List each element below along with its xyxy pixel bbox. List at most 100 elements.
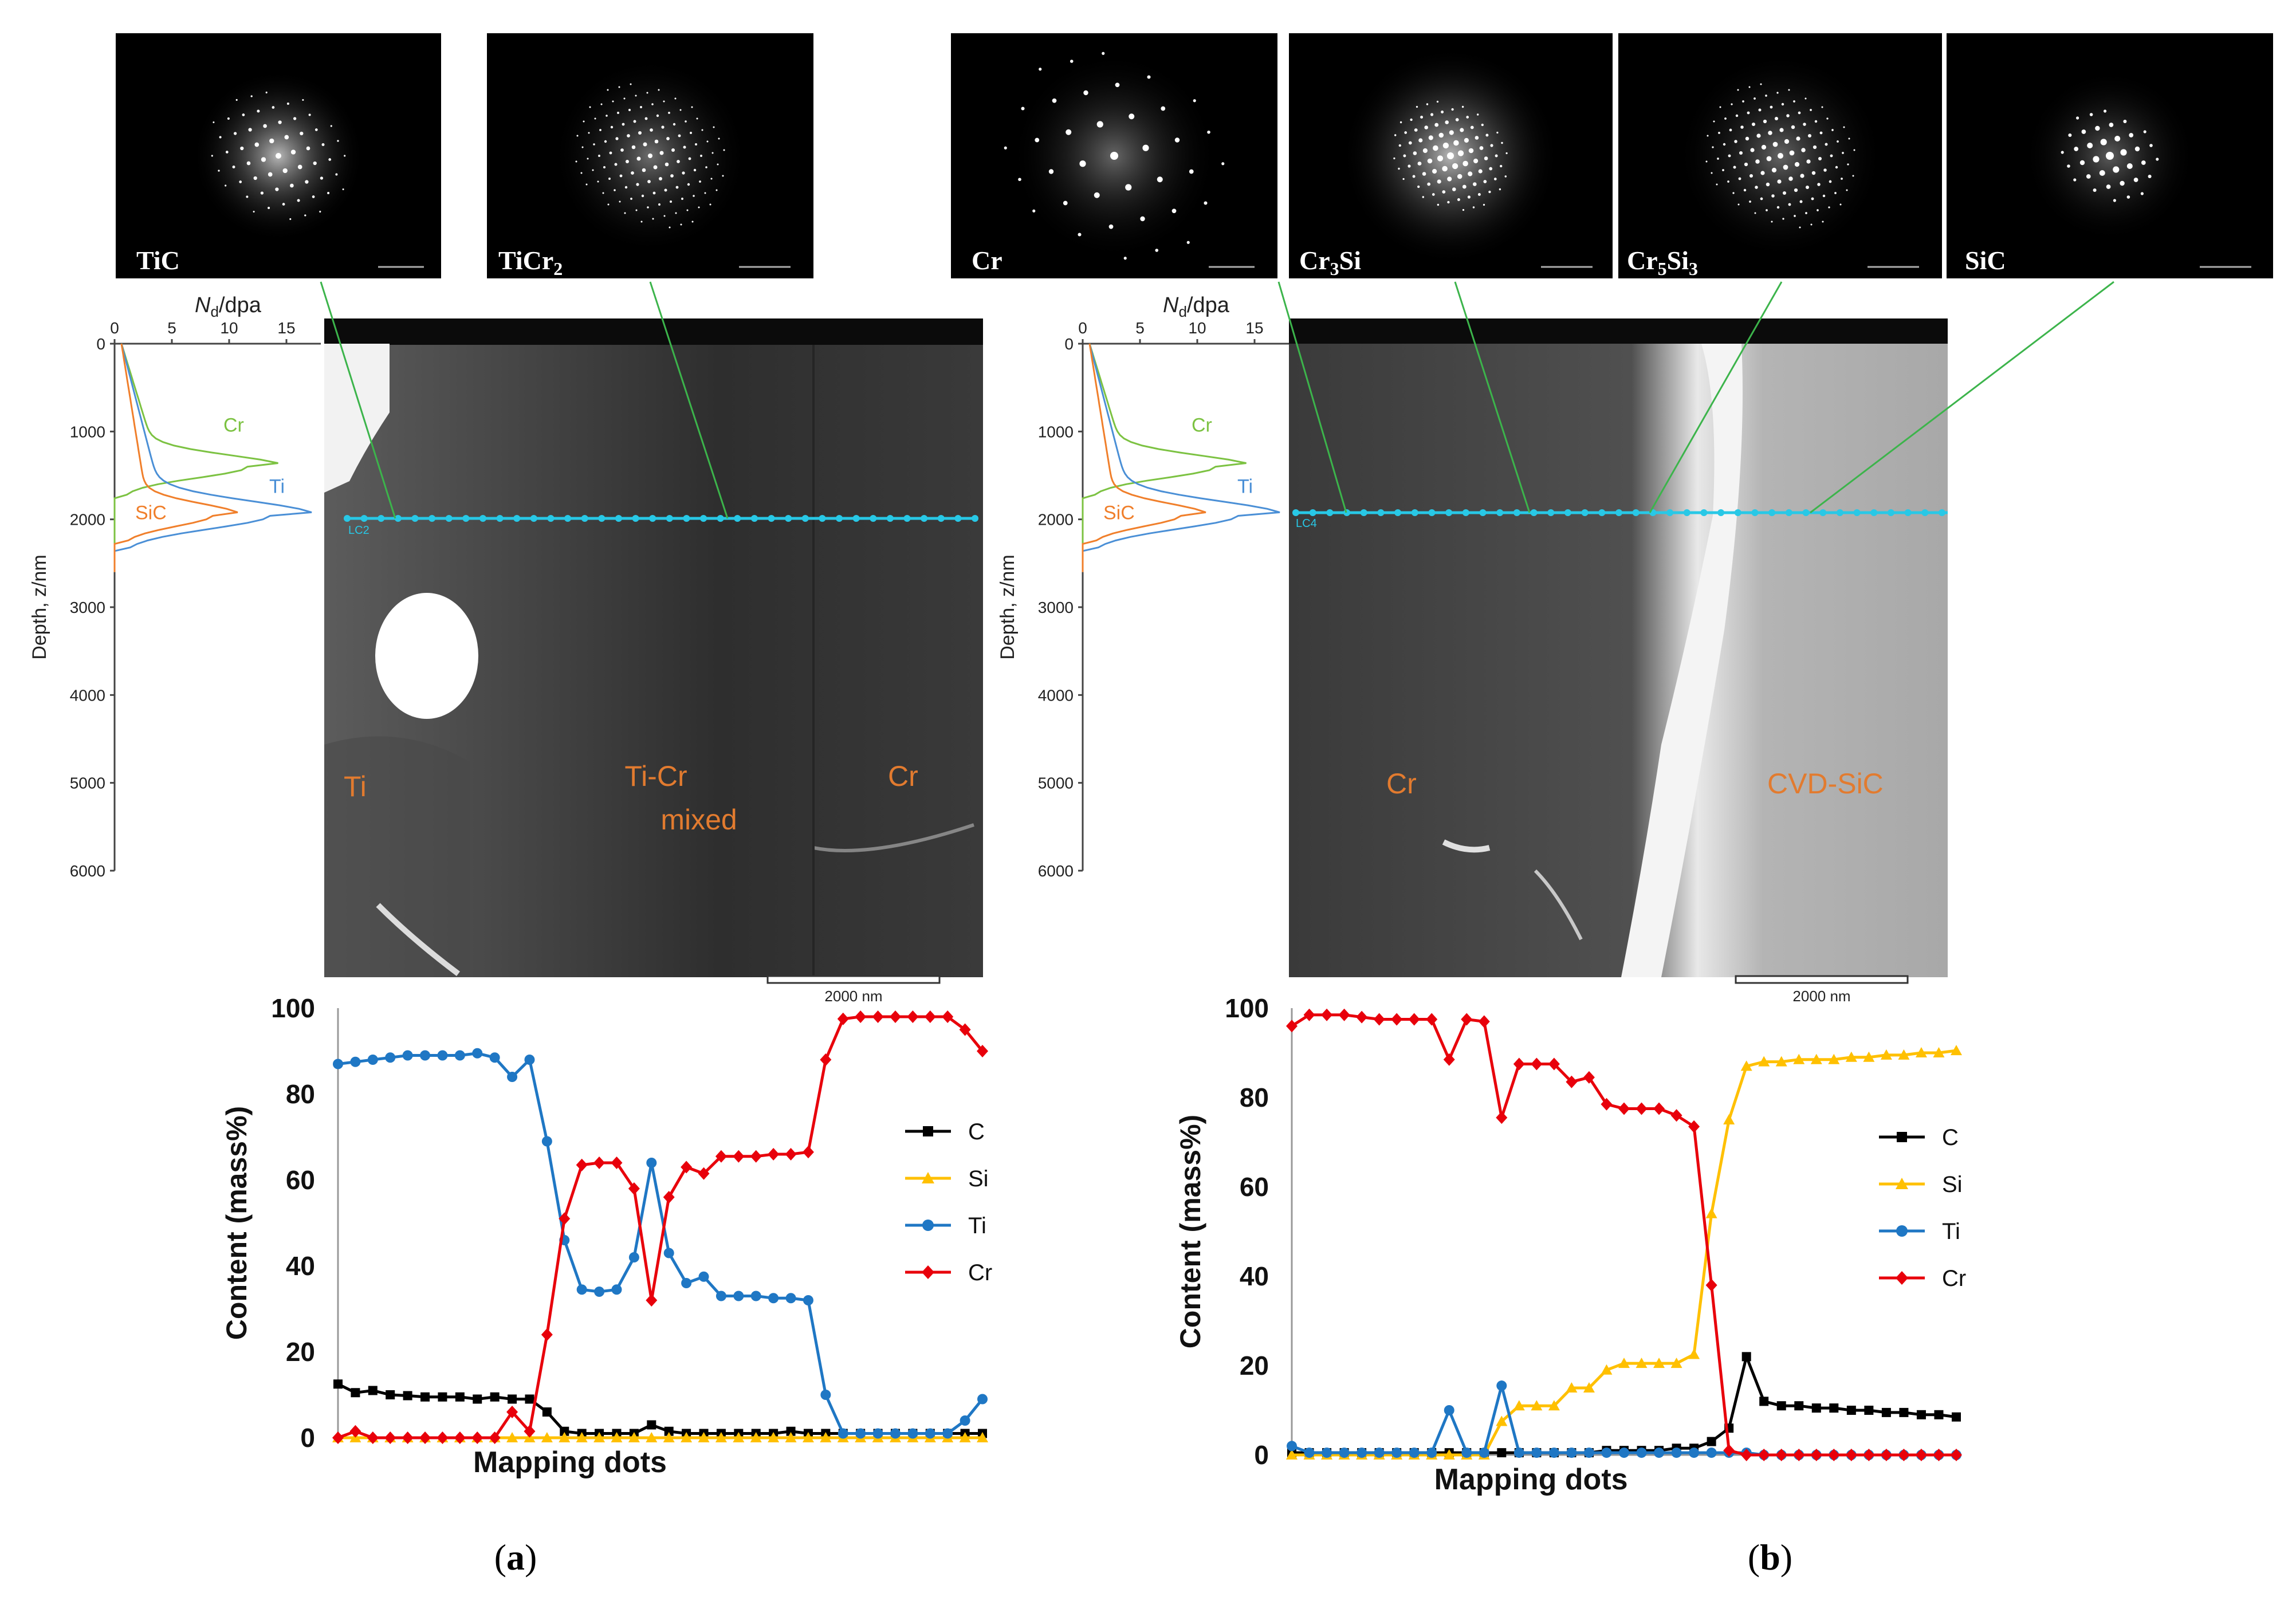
diffraction-spot	[612, 100, 614, 103]
diffraction-spot	[2140, 192, 2144, 195]
data-point	[924, 1010, 936, 1023]
pattern-label: SiC	[1965, 246, 2006, 275]
data-point	[419, 1431, 431, 1444]
diffraction-spot	[650, 128, 653, 132]
data-point	[733, 1150, 745, 1163]
diffraction-spot	[1403, 154, 1406, 158]
diffraction-spot	[1754, 97, 1756, 100]
diffraction-spot	[1796, 136, 1800, 141]
diffraction-spot	[722, 175, 724, 177]
scan-point	[717, 515, 724, 522]
diffraction-spot	[1468, 171, 1473, 176]
chart-y-label: Content (mass%)	[1174, 1115, 1206, 1348]
diffraction-spot	[1811, 171, 1816, 175]
data-point	[785, 1148, 797, 1161]
diffraction-spot	[1783, 164, 1788, 170]
diffraction-spot	[290, 183, 294, 188]
diffraction-spot	[592, 169, 594, 171]
diffraction-spot	[1777, 179, 1782, 184]
diffraction-spot	[1442, 142, 1449, 149]
diffraction-spot	[1070, 60, 1074, 63]
scale-bar-b: 2000 nm	[1735, 975, 1909, 1005]
data-point	[942, 1428, 953, 1439]
diffraction-pattern-cr3si: Cr3Si	[1289, 33, 1613, 279]
diffraction-spot	[701, 129, 703, 131]
diffraction-spot	[658, 89, 660, 91]
scan-point	[1734, 509, 1741, 516]
data-point	[785, 1293, 796, 1304]
diffraction-spot	[631, 171, 634, 175]
diffraction-spot	[693, 168, 697, 172]
diffraction-spot	[1447, 200, 1450, 204]
diffraction-spot	[1453, 140, 1459, 146]
diffraction-spot	[648, 154, 652, 158]
data-point	[628, 1432, 640, 1442]
diffraction-spot	[2141, 160, 2146, 165]
scan-point	[972, 515, 978, 522]
data-point	[750, 1432, 762, 1442]
diffraction-spot	[623, 97, 626, 100]
data-point	[872, 1428, 883, 1439]
data-point	[1915, 1449, 1927, 1461]
diffraction-spot	[1039, 68, 1042, 71]
scan-point	[1802, 509, 1810, 516]
scan-point	[1360, 509, 1367, 516]
diffraction-spot	[652, 218, 654, 220]
diffraction-spot	[1427, 158, 1433, 164]
data-point	[1793, 1053, 1805, 1064]
diffraction-spot	[2156, 158, 2159, 161]
diffraction-spot	[1078, 233, 1082, 237]
diffraction-spot	[604, 140, 607, 143]
tem-micrograph-b: LC4 Cr CVD-SiC	[1289, 318, 1948, 977]
diffraction-spot	[1437, 179, 1441, 184]
scan-point	[1683, 509, 1690, 516]
diffraction-spot	[276, 153, 281, 159]
region-label-ti-cr: Ti-Cr	[624, 760, 687, 792]
data-point	[1775, 1449, 1787, 1461]
diffraction-spot	[1811, 197, 1814, 200]
scan-point	[1581, 509, 1589, 516]
profile-x-tick: 15	[1245, 319, 1263, 337]
diffraction-spot	[635, 209, 638, 211]
scan-point	[1887, 509, 1894, 516]
data-point	[1373, 1013, 1385, 1026]
profile-y-tick: 3000	[70, 599, 105, 616]
data-point	[1548, 1400, 1560, 1411]
legend-label: Ti	[1942, 1219, 1960, 1244]
diffraction-spot	[1437, 203, 1440, 206]
data-point	[1898, 1049, 1910, 1060]
diffraction-spot	[1837, 140, 1839, 143]
diffraction-spot	[651, 103, 654, 105]
legend-entry-si: Si	[905, 1166, 989, 1191]
chart-y-tick: 80	[1240, 1083, 1269, 1112]
diffraction-pattern-tic: TiC	[116, 33, 441, 278]
diffraction-spot	[1430, 113, 1434, 116]
diffraction-spot	[1723, 143, 1726, 146]
scan-point	[344, 515, 351, 522]
diffraction-spot	[1747, 111, 1750, 115]
diffraction-spot	[2093, 188, 2097, 192]
scan-point	[1700, 509, 1708, 516]
data-point	[1583, 1071, 1595, 1084]
diffraction-spot	[1115, 82, 1120, 88]
diffraction-spot	[640, 221, 643, 223]
data-point	[646, 1158, 657, 1168]
diffraction-spot	[2113, 166, 2120, 173]
diffraction-spot	[246, 161, 251, 166]
data-point	[1933, 1047, 1945, 1057]
diffraction-spot	[1743, 188, 1747, 192]
profile-y-tick: 0	[1064, 335, 1074, 353]
diffraction-spot	[2067, 164, 2070, 168]
diffraction-spot	[2148, 174, 2152, 179]
chart-y-tick: 20	[1240, 1351, 1269, 1380]
diffraction-spot	[1436, 100, 1439, 103]
scan-point	[1343, 509, 1351, 516]
data-point	[594, 1287, 605, 1297]
diffraction-spot	[2061, 151, 2064, 154]
diffraction-spot	[2095, 125, 2100, 131]
diffraction-spot	[1462, 209, 1465, 211]
data-point	[576, 1158, 588, 1171]
panel-caption-a: (a)	[494, 1537, 537, 1578]
connector-line	[320, 281, 396, 519]
data-point	[1443, 1053, 1455, 1066]
